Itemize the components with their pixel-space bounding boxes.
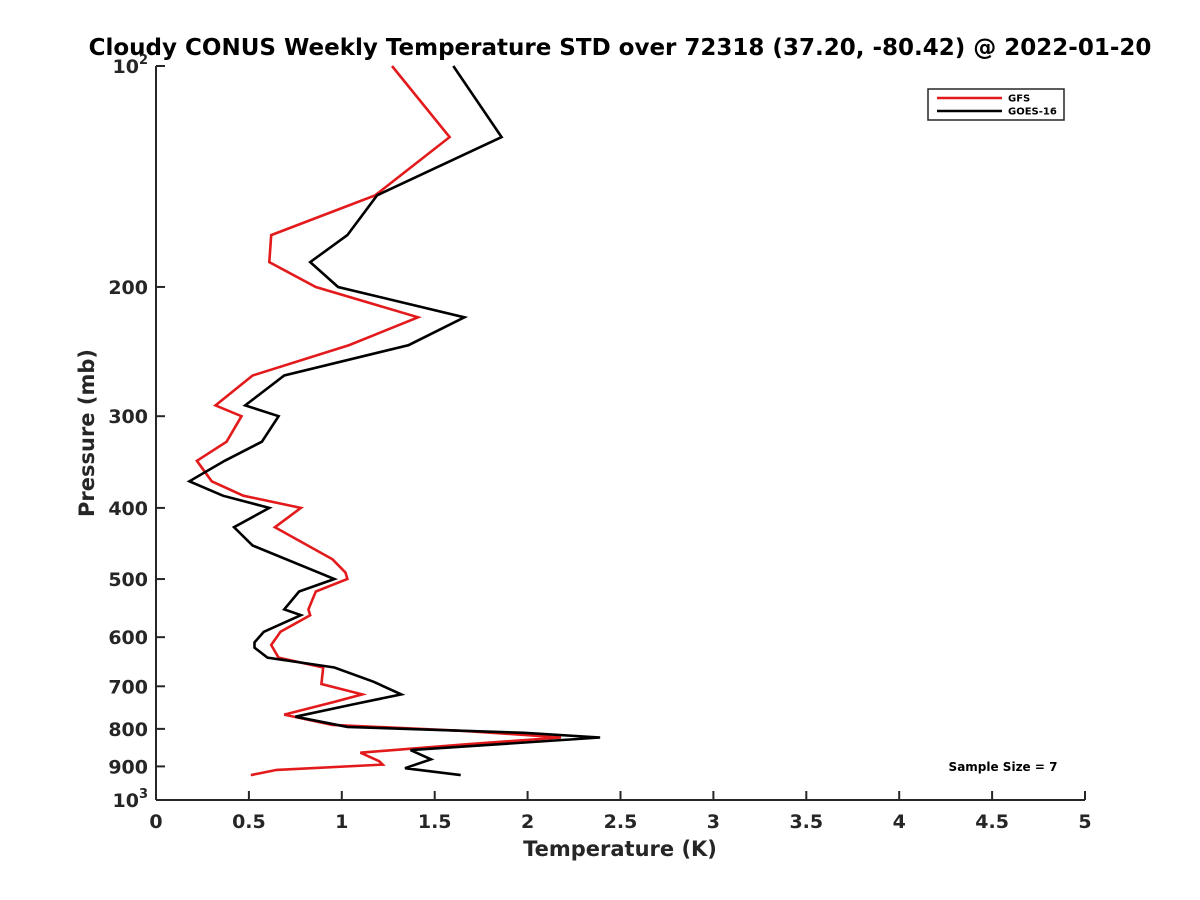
x-tick-label: 0 (149, 811, 162, 833)
x-tick-label: 5 (1078, 811, 1091, 833)
y-tick-label: 500 (108, 569, 148, 591)
x-tick-label: 3.5 (789, 811, 823, 833)
series-line-gfs (195, 65, 562, 777)
y-tick-label: 800 (108, 719, 148, 741)
legend-label: GFS (1008, 94, 1030, 105)
x-tick-label: 2.5 (604, 811, 638, 833)
legend-box (927, 88, 1065, 121)
x-tick-label: 4.5 (975, 811, 1009, 833)
y-tick-label: 103 (113, 787, 149, 812)
y-tick-label: 200 (108, 277, 148, 299)
y-tick-label: 400 (108, 498, 148, 520)
chart-title: Cloudy CONUS Weekly Temperature STD over… (89, 35, 1152, 61)
y-axis-label: Pressure (mb) (75, 349, 99, 517)
x-tick-label: 3 (707, 811, 720, 833)
x-ticks: 0 0.5 1 1.5 2 2.5 3 3.5 4 4.5 5 (149, 791, 1092, 833)
x-tick-label: 1 (335, 811, 348, 833)
x-tick-label: 0.5 (232, 811, 266, 833)
y-tick-label: 102 (113, 53, 149, 78)
y-tick-label: 600 (108, 627, 148, 649)
x-tick-label: 4 (893, 811, 906, 833)
y-ticks: 102 200 300 400 500 600 700 800 900 103 (108, 53, 165, 812)
sample-size-annotation: Sample Size = 7 (949, 760, 1058, 774)
series-layer (186, 65, 601, 777)
x-tick-label: 1.5 (418, 811, 452, 833)
legend-label: GOES-16 (1008, 107, 1057, 118)
y-tick-label: 900 (108, 756, 148, 778)
axes (155, 66, 1085, 801)
y-tick-label: 700 (108, 676, 148, 698)
y-tick-label: 300 (108, 406, 148, 428)
x-axis-label: Temperature (K) (523, 837, 717, 861)
legend: GFS GOES-16 (927, 88, 1065, 121)
series-line-goes-16 (186, 65, 601, 777)
x-tick-label: 2 (521, 811, 534, 833)
legend-items: GFS GOES-16 (937, 94, 1057, 118)
